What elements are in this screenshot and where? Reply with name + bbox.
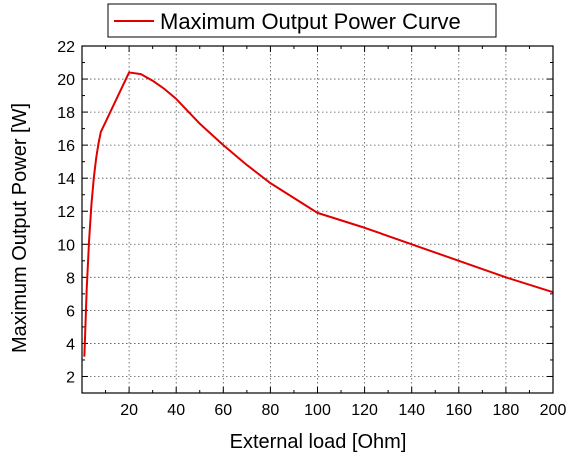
tick-labels: 20 40 60 80 100 120 140 160 180 200 2 4 6 8 10 12 14 16 18… bbox=[57, 39, 566, 419]
legend: Maximum Output Power Curve bbox=[107, 3, 497, 38]
y-tick-label-12: 12 bbox=[57, 204, 75, 221]
x-tick-label-140: 140 bbox=[398, 402, 425, 419]
x-tick-label-20: 20 bbox=[120, 402, 138, 419]
x-axis-title: External load [Ohm] bbox=[230, 431, 407, 453]
y-tick-label-8: 8 bbox=[66, 270, 75, 287]
y-tick-label-10: 10 bbox=[57, 237, 75, 254]
y-tick-label-20: 20 bbox=[57, 72, 75, 89]
series-line-0 bbox=[83, 71, 554, 357]
x-tick-label-60: 60 bbox=[214, 402, 232, 419]
x-tick-label-200: 200 bbox=[540, 402, 567, 419]
y-tick-label-2: 2 bbox=[66, 369, 75, 386]
y-tick-label-6: 6 bbox=[66, 303, 75, 320]
x-tick-label-80: 80 bbox=[262, 402, 280, 419]
legend-box bbox=[107, 3, 497, 38]
plot-frame bbox=[81, 45, 554, 394]
legend-label: Maximum Output Power Curve bbox=[160, 9, 461, 34]
x-tick-label-40: 40 bbox=[167, 402, 185, 419]
x-tick-label-120: 120 bbox=[351, 402, 378, 419]
y-tick-label-4: 4 bbox=[66, 336, 75, 353]
x-tick-label-100: 100 bbox=[304, 402, 331, 419]
series-layer bbox=[83, 71, 554, 357]
y-tick-label-16: 16 bbox=[57, 138, 75, 155]
y-axis-title: Maximum Output Power [W] bbox=[9, 103, 31, 353]
x-tick-label-180: 180 bbox=[493, 402, 520, 419]
y-tick-label-18: 18 bbox=[57, 105, 75, 122]
x-tick-label-160: 160 bbox=[445, 402, 472, 419]
grid-lines bbox=[82, 46, 553, 393]
y-tick-label-22: 22 bbox=[57, 39, 75, 56]
y-tick-label-14: 14 bbox=[57, 171, 75, 188]
